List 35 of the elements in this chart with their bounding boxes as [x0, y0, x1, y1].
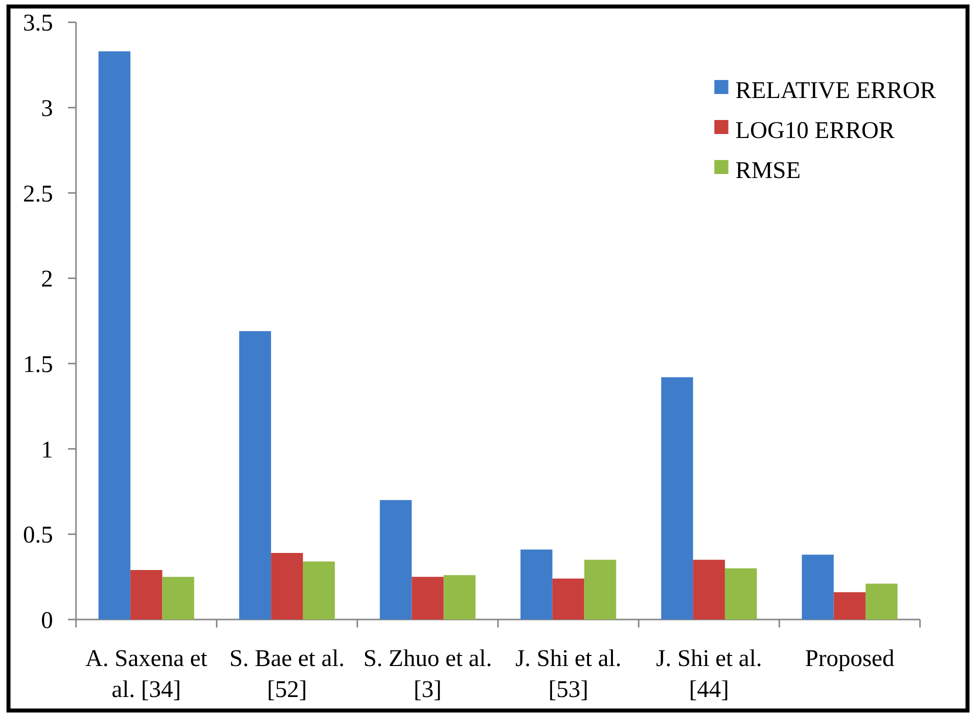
bar [412, 576, 444, 620]
bar [239, 331, 272, 620]
bar [661, 377, 694, 620]
legend-label: RELATIVE ERROR [735, 78, 936, 104]
y-tick-label: 0.5 [23, 522, 53, 549]
bar [302, 561, 335, 620]
legend-label: RMSE [735, 158, 801, 184]
bar [271, 552, 303, 620]
x-tick-label: S. Bae et al. [52] [229, 646, 345, 703]
x-tick-label: A. Saxena et al. [34] [85, 646, 208, 703]
bar [444, 575, 476, 620]
bar [98, 51, 130, 620]
x-tick-label: J. Shi et al. [44] [656, 646, 762, 703]
bar [802, 554, 834, 620]
bar [693, 560, 725, 620]
bar [520, 550, 552, 620]
x-tick-label: J. Shi et al. [53] [515, 646, 622, 703]
y-tick-label: 1 [41, 437, 53, 464]
y-tick-label: 3.5 [23, 10, 53, 37]
y-tick-label: 1.5 [23, 352, 53, 378]
bar [162, 576, 194, 620]
x-tick-label: S. Zhuo et al. [3] [363, 646, 492, 703]
bar [552, 578, 584, 620]
y-tick-label: 0 [41, 608, 53, 634]
legend-label: LOG10 ERROR [735, 118, 895, 144]
x-tick-label: Proposed [804, 646, 894, 672]
bar [724, 568, 757, 620]
y-tick-label: 2 [41, 266, 53, 293]
bar [130, 570, 162, 620]
bar [584, 560, 616, 620]
bar [380, 500, 412, 620]
y-tick-label: 2.5 [23, 181, 53, 208]
bar [834, 592, 866, 620]
y-tick-label: 3 [41, 96, 53, 122]
bar [866, 584, 898, 620]
